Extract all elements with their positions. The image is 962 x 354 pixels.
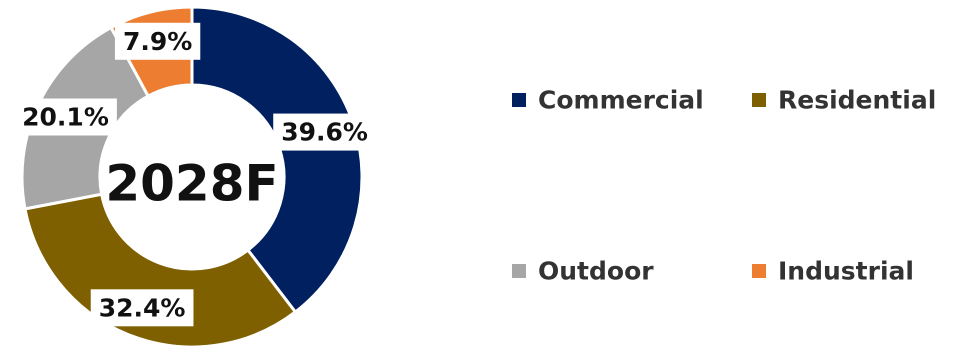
svg-text:39.6%: 39.6%: [281, 118, 368, 147]
legend-swatch-industrial: [752, 264, 766, 278]
legend: Commercial Residential Outdoor Industrial: [512, 86, 936, 286]
legend-item-outdoor: Outdoor: [512, 257, 654, 286]
svg-text:7.9%: 7.9%: [123, 27, 192, 56]
data-label-outdoor: 20.1%: [14, 98, 117, 136]
data-label-industrial: 7.9%: [114, 22, 201, 60]
legend-swatch-outdoor: [512, 264, 526, 278]
data-label-commercial: 39.6%: [273, 113, 376, 151]
legend-item-industrial: Industrial: [752, 257, 914, 286]
legend-item-residential: Residential: [752, 86, 936, 115]
legend-label-commercial: Commercial: [538, 86, 704, 115]
svg-text:20.1%: 20.1%: [22, 102, 109, 131]
slice-labels: 39.6% 32.4% 20.1% 7.9%: [14, 22, 376, 327]
legend-swatch-commercial: [512, 93, 526, 107]
legend-label-outdoor: Outdoor: [538, 257, 654, 286]
slice-commercial: [190, 5, 364, 315]
legend-item-commercial: Commercial: [512, 86, 704, 115]
legend-label-residential: Residential: [778, 86, 936, 115]
legend-swatch-residential: [752, 93, 766, 107]
svg-text:32.4%: 32.4%: [99, 293, 186, 322]
data-label-residential: 32.4%: [90, 289, 194, 327]
legend-label-industrial: Industrial: [778, 257, 914, 286]
center-label: 2028F: [105, 155, 278, 213]
